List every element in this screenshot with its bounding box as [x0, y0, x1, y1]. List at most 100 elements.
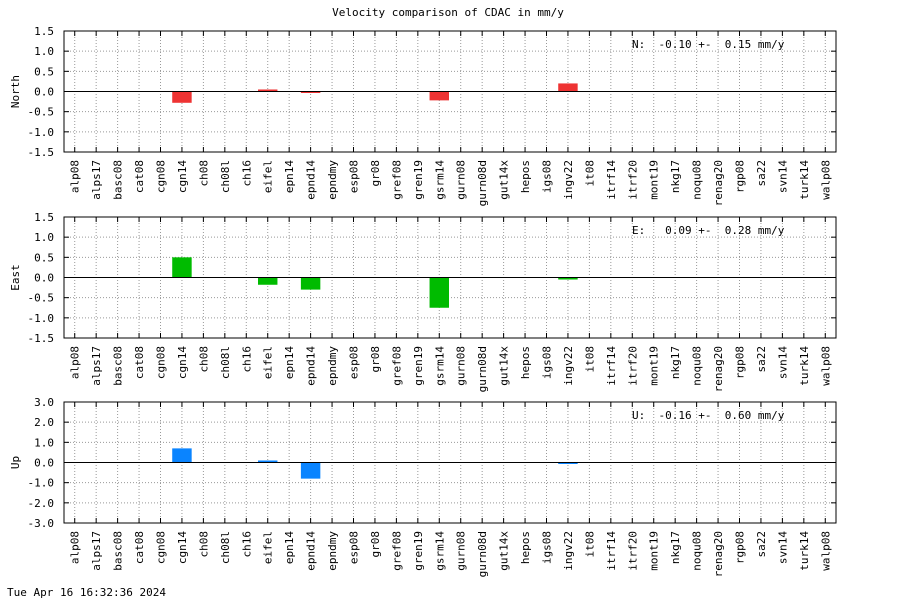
x-tick-label: gren19 [412, 160, 425, 200]
y-tick-label: 1.0 [34, 231, 54, 244]
x-tick-label: epndmy [326, 160, 339, 200]
x-tick-label: hepos [519, 160, 532, 193]
y-tick-label: 0.5 [34, 251, 54, 264]
y-tick-label: 0.0 [34, 457, 54, 470]
y-tick-label: 1.5 [34, 211, 54, 224]
x-tick-label: cgn08 [155, 160, 168, 193]
bar-cgn14-east [172, 257, 192, 278]
y-tick-label: -3.0 [28, 517, 55, 530]
x-tick-label: mont19 [648, 160, 661, 200]
bar-epnd14-east [300, 277, 321, 290]
x-tick-label: cat08 [133, 531, 146, 564]
x-tick-label: sa22 [755, 160, 768, 187]
x-tick-label: ch08l [219, 160, 232, 193]
x-tick-label: ch08 [197, 160, 210, 187]
y-tick-label: -2.0 [28, 497, 55, 510]
x-tick-label: gurn08d [476, 160, 489, 206]
x-tick-label: itrf14 [605, 160, 618, 200]
y-tick-label: 1.5 [34, 25, 54, 38]
x-tick-label: gref08 [390, 531, 403, 571]
x-tick-label: epndmy [326, 346, 339, 386]
x-tick-label: cgn08 [155, 346, 168, 379]
x-tick-label: epnd14 [305, 160, 318, 200]
bar-eifel-north [258, 89, 278, 92]
x-tick-label: mont19 [648, 346, 661, 386]
y-tick-label: 3.0 [34, 396, 54, 409]
y-tick-label: -0.5 [28, 106, 55, 119]
x-tick-label: itrf14 [605, 346, 618, 386]
y-tick-label: 0.5 [34, 65, 54, 78]
y-axis-label: East [9, 264, 22, 291]
x-tick-label: rgp08 [734, 531, 747, 564]
x-tick-label: sa22 [755, 531, 768, 558]
x-tick-label: it08 [583, 346, 596, 373]
x-tick-label: svn14 [776, 346, 789, 379]
x-tick-label: igs08 [541, 531, 554, 564]
x-tick-label: svn14 [776, 531, 789, 564]
x-tick-label: gr08 [369, 346, 382, 373]
x-tick-label: noqu08 [691, 346, 704, 386]
x-tick-label: renag20 [712, 160, 725, 206]
bar-cgn14-north [172, 91, 192, 103]
x-tick-label: itrf20 [626, 346, 639, 386]
x-tick-label: turk14 [798, 531, 811, 571]
y-axis-label: North [9, 75, 22, 108]
y-tick-label: -1.0 [28, 477, 55, 490]
x-tick-label: gren19 [412, 346, 425, 386]
bar-eifel-up [258, 460, 278, 463]
x-tick-label: ch16 [240, 160, 253, 187]
x-tick-label: gurn08d [476, 531, 489, 577]
x-tick-label: cgn14 [176, 160, 189, 193]
x-tick-label: hepos [519, 346, 532, 379]
plot-frame [63, 216, 837, 339]
x-tick-label: gref08 [390, 160, 403, 200]
panels: 1.5 1.0 0.5 0.0 -0.5 -1.0 -1.5 N: -0.10 +- 0.15… [9, 25, 837, 577]
bar-ingv22-east [558, 277, 578, 280]
x-tick-label: turk14 [798, 160, 811, 200]
bar-epnd14-north [300, 91, 321, 93]
x-tick-label: alp08 [69, 346, 82, 379]
x-tick-label: basc08 [112, 346, 125, 386]
x-tick-label: gsrm14 [433, 531, 446, 571]
x-tick-label: epnd14 [305, 346, 318, 386]
x-tick-label: esp08 [348, 160, 361, 193]
x-tick-label: igs08 [541, 346, 554, 379]
x-tick-label: alps17 [90, 160, 103, 200]
x-tick-label: cat08 [133, 346, 146, 379]
x-tick-label: walp08 [819, 346, 832, 386]
x-tick-label: gr08 [369, 160, 382, 187]
panel-north: 1.5 1.0 0.5 0.0 -0.5 -1.0 -1.5 N: -0.10 +- 0.15… [9, 25, 837, 206]
x-tick-label: cgn14 [176, 346, 189, 379]
panel-east: 1.5 1.0 0.5 0.0 -0.5 -1.0 -1.5 E: 0.09 +- 0.28 … [9, 211, 837, 392]
x-tick-label: itrf14 [605, 531, 618, 571]
y-tick-label: 0.0 [34, 272, 54, 285]
y-tick-label: -1.5 [28, 332, 55, 345]
x-tick-label: gut14x [498, 531, 511, 571]
x-tick-label: ch16 [240, 346, 253, 373]
x-tick-label: alp08 [69, 531, 82, 564]
x-tick-label: it08 [583, 160, 596, 187]
x-tick-label: itrf20 [626, 160, 639, 200]
x-tick-label: gsrm14 [433, 346, 446, 386]
y-tick-label: -1.5 [28, 146, 55, 159]
x-tick-label: basc08 [112, 531, 125, 571]
x-tick-label: alps17 [90, 531, 103, 571]
x-tick-label: basc08 [112, 160, 125, 200]
stats-annotation: E: 0.09 +- 0.28 mm/y [632, 224, 785, 237]
x-tick-label: alps17 [90, 346, 103, 386]
bar-gsrm14-east [429, 277, 449, 308]
x-tick-label: ingv22 [562, 160, 575, 200]
x-tick-label: eifel [262, 160, 275, 193]
x-tick-label: cgn08 [155, 531, 168, 564]
x-tick-label: rgp08 [734, 160, 747, 193]
x-tick-label: alp08 [69, 160, 82, 193]
x-tick-label: mont19 [648, 531, 661, 571]
x-tick-label: epnd14 [305, 531, 318, 571]
x-tick-label: it08 [583, 531, 596, 558]
x-tick-label: ch08 [197, 531, 210, 558]
x-tick-label: gr08 [369, 531, 382, 558]
x-tick-label: epn14 [283, 160, 296, 193]
x-tick-label: hepos [519, 531, 532, 564]
x-tick-label: gren19 [412, 531, 425, 571]
